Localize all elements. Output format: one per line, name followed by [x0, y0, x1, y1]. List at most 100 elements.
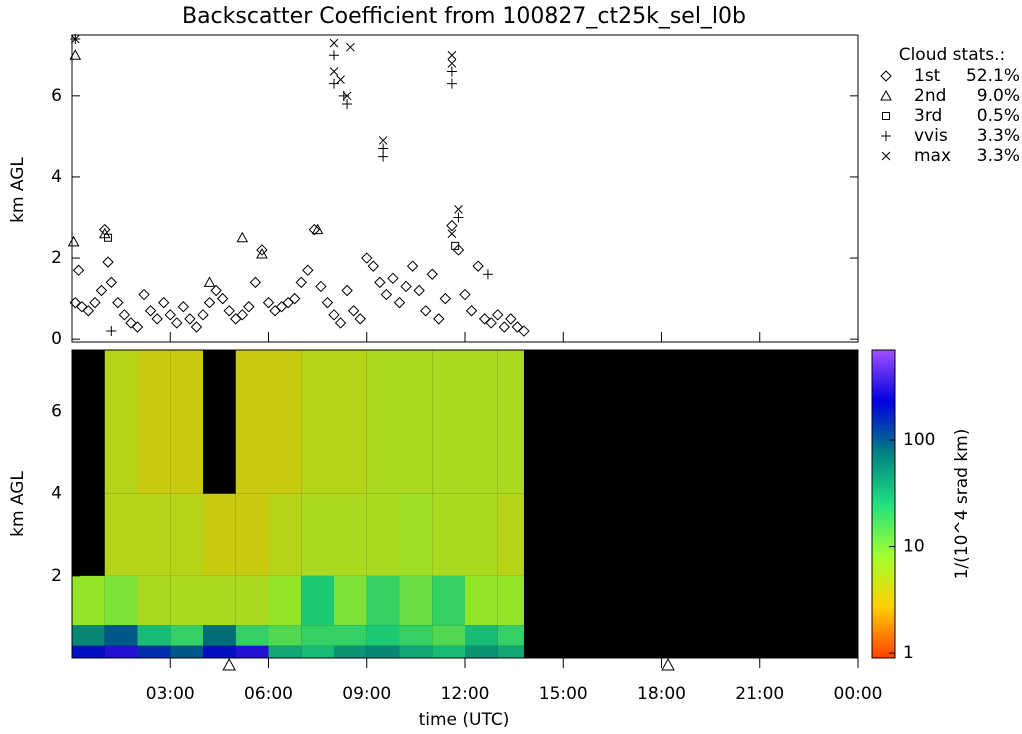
cloud-point [378, 136, 388, 145]
heat-cell [497, 625, 524, 646]
heat-cell [235, 575, 269, 626]
heat-cell [497, 350, 524, 494]
cloud-point [203, 276, 216, 287]
cloud-point [505, 313, 517, 325]
cloud-point [342, 91, 352, 101]
cloud-point [70, 34, 80, 44]
heat-cell [301, 350, 334, 494]
legend-symbol [880, 89, 892, 101]
x-tick-label: 12:00 [441, 684, 490, 704]
event-marker [222, 657, 237, 671]
y-tick-label: 4 [51, 167, 62, 187]
heat-cell [301, 493, 334, 576]
y-tick-label: 4 [51, 484, 62, 504]
cloud-point [69, 296, 81, 309]
legend-symbol [880, 70, 892, 82]
heat-cell [268, 645, 302, 658]
chart-title: Backscatter Coefficient from 100827_ct25… [182, 4, 746, 29]
colorbar [871, 349, 896, 659]
heat-cell [432, 625, 465, 646]
x-tick-label: 21:00 [735, 684, 784, 704]
legend-label: max [914, 146, 951, 166]
x-tick-label: 15:00 [539, 684, 588, 704]
cloud-point [288, 292, 301, 305]
cloud-point [328, 309, 340, 321]
cloud-point [282, 296, 294, 309]
cloud-point [433, 313, 445, 325]
legend-label: 3rd [914, 106, 942, 126]
heat-cell [366, 575, 400, 626]
cloud-point [426, 268, 438, 280]
legend-stat: 3.3% [977, 146, 1020, 166]
cloud-point [243, 301, 255, 313]
heat-cell [137, 625, 171, 646]
cloud-point [164, 309, 176, 321]
heat-cell [497, 493, 524, 576]
cloud-point [439, 292, 452, 305]
cloud-point [131, 321, 144, 333]
cloud-point [342, 98, 353, 109]
cloud-point [82, 305, 95, 317]
cloud-point [157, 296, 170, 309]
cloud-point [72, 264, 85, 276]
heat-cell [137, 493, 171, 576]
cloud-point [203, 296, 216, 309]
colorbar-tick-label: 100 [903, 430, 935, 450]
y-tick-label: 6 [51, 86, 62, 106]
cloud-point [446, 78, 457, 89]
heat-cell [399, 575, 433, 626]
heat-cell [497, 575, 524, 626]
heat-cell [203, 493, 236, 576]
cloud-point [361, 252, 373, 264]
legend-stat: 9.0% [977, 86, 1020, 106]
y-axis-label: km AGL [8, 157, 28, 223]
cloud-point [482, 269, 493, 280]
heat-cell [235, 625, 269, 646]
cloud-point [102, 256, 114, 268]
cloud-point [465, 305, 478, 317]
cloud-point [216, 292, 229, 305]
heat-cell [366, 350, 400, 494]
heat-cell [170, 575, 203, 626]
legend-stat: 0.5% [977, 106, 1020, 126]
plot-frame [71, 34, 859, 343]
cloud-point [329, 67, 339, 76]
cloud-point [236, 231, 249, 243]
heat-cell [465, 625, 498, 646]
cloud-point [446, 66, 457, 77]
cloud-point [106, 326, 117, 337]
cloud-point [419, 305, 432, 317]
cloud-point [67, 235, 80, 247]
y-tick-label: 0 [51, 329, 62, 349]
heat-cell [268, 493, 302, 576]
cloud-point [511, 321, 524, 333]
cloud-point [104, 233, 113, 242]
cloud-point [447, 59, 457, 68]
cloud-point [76, 301, 88, 313]
cloud-point [311, 223, 324, 235]
heat-cell [465, 575, 498, 626]
cloud-point [329, 78, 339, 89]
y-axis-label: km AGL [8, 471, 28, 537]
cloud-point [485, 317, 497, 329]
cloud-point [374, 276, 386, 289]
cloud-point [269, 305, 281, 317]
cloud-point [387, 272, 399, 285]
y-tick-label: 6 [51, 402, 62, 422]
cloud-point [236, 309, 249, 321]
cloud-point [69, 49, 82, 60]
cloud-point [451, 241, 460, 250]
cloud-point [400, 280, 412, 293]
heat-cell [137, 645, 171, 658]
cloud-point [446, 219, 458, 232]
cloud-point [498, 321, 511, 333]
heat-cell [334, 493, 367, 576]
heat-cell [235, 350, 269, 494]
legend-label: vvis [914, 126, 948, 146]
heat-cell [203, 645, 236, 658]
heat-cell [170, 645, 203, 658]
heat-cell [170, 493, 203, 576]
cloud-point [190, 321, 203, 333]
heat-cell [72, 625, 105, 646]
